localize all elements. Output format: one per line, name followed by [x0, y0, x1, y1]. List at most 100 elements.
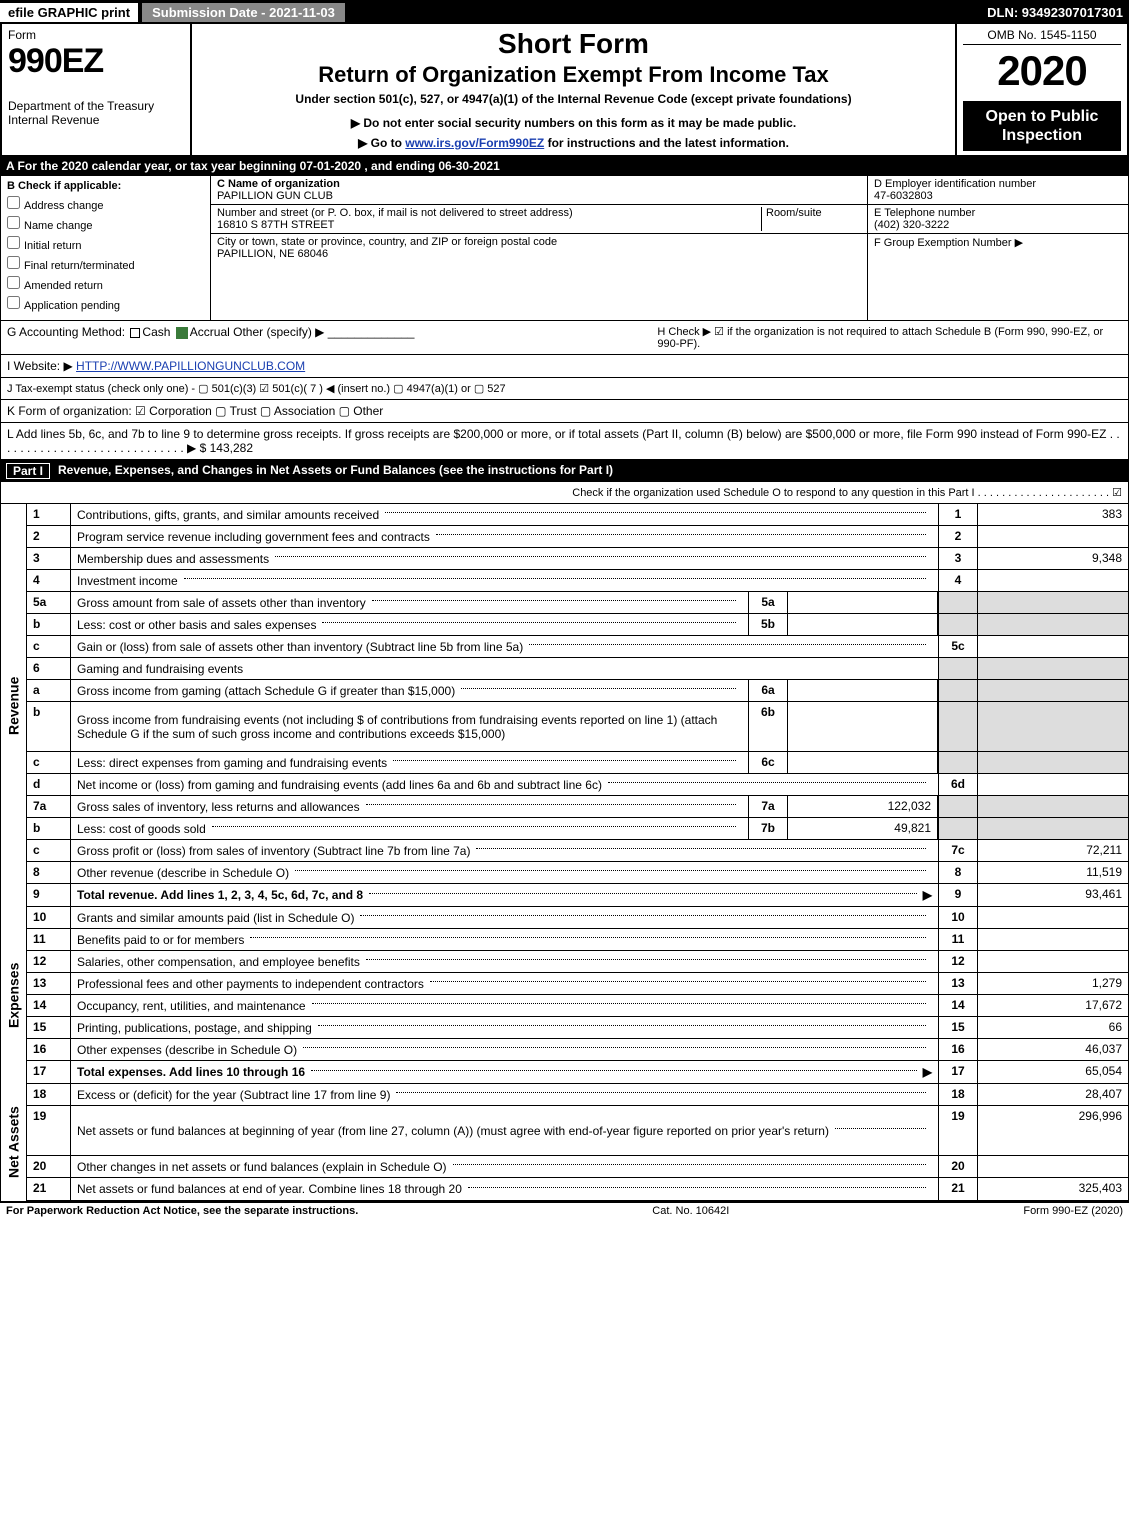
open-inspection: Open to Public Inspection: [963, 101, 1121, 151]
sub-line-value: [788, 702, 938, 751]
line-g-h: G Accounting Method: Cash Accrual Other …: [0, 321, 1129, 355]
efile-label[interactable]: efile GRAPHIC print: [0, 3, 138, 22]
line-desc: Contributions, gifts, grants, and simila…: [71, 504, 938, 525]
right-line-number: 2: [938, 526, 978, 547]
line-desc: Less: cost of goods sold: [71, 818, 748, 839]
cb-initial-return-input[interactable]: [7, 236, 20, 249]
line-row: 12Salaries, other compensation, and empl…: [27, 951, 1128, 973]
right-line-value: 46,037: [978, 1039, 1128, 1060]
line-number: b: [27, 702, 71, 751]
grp-cell: F Group Exemption Number ▶: [868, 234, 1128, 251]
line-row: 16Other expenses (describe in Schedule O…: [27, 1039, 1128, 1061]
top-bar: efile GRAPHIC print Submission Date - 20…: [0, 0, 1129, 24]
city-label: City or town, state or province, country…: [217, 236, 557, 248]
cb-application-pending-input[interactable]: [7, 296, 20, 309]
right-line-value: 11,519: [978, 862, 1128, 883]
right-line-number: 14: [938, 995, 978, 1016]
sub-line-number: 7a: [748, 796, 788, 817]
org-name-label: C Name of organization: [217, 178, 340, 190]
sub-line-value: [788, 680, 938, 701]
right-val-shaded: [978, 658, 1128, 679]
line-number: 15: [27, 1017, 71, 1038]
line-number: 8: [27, 862, 71, 883]
line-number: 17: [27, 1061, 71, 1083]
cb-final-return[interactable]: Final return/terminated: [7, 256, 204, 272]
irs-link[interactable]: www.irs.gov/Form990EZ: [405, 136, 544, 150]
right-val-shaded: [978, 702, 1128, 751]
tax-year: 2020: [963, 47, 1121, 95]
line-number: 4: [27, 570, 71, 591]
sub-line-number: 6b: [748, 702, 788, 751]
right-line-number: 15: [938, 1017, 978, 1038]
line-desc: Less: direct expenses from gaming and fu…: [71, 752, 748, 773]
col-c-org-info: C Name of organization PAPILLION GUN CLU…: [211, 176, 868, 320]
line-row: dNet income or (loss) from gaming and fu…: [27, 774, 1128, 796]
cb-amended-return[interactable]: Amended return: [7, 276, 204, 292]
accrual-checkbox[interactable]: [176, 327, 188, 339]
right-line-value: 383: [978, 504, 1128, 525]
form-header: Form 990EZ Department of the Treasury In…: [0, 24, 1129, 157]
line-row: bLess: cost of goods sold7b49,821: [27, 818, 1128, 840]
right-line-number: 3: [938, 548, 978, 569]
ein-label: D Employer identification number: [874, 178, 1036, 190]
right-num-shaded: [938, 680, 978, 701]
line-row: bLess: cost or other basis and sales exp…: [27, 614, 1128, 636]
right-val-shaded: [978, 592, 1128, 613]
line-desc: Less: cost or other basis and sales expe…: [71, 614, 748, 635]
cb-name-change[interactable]: Name change: [7, 216, 204, 232]
line-number: 14: [27, 995, 71, 1016]
ssn-note: ▶ Do not enter social security numbers o…: [200, 116, 947, 130]
addr-value: 16810 S 87TH STREET: [217, 219, 334, 231]
footer-mid: Cat. No. 10642I: [358, 1205, 1023, 1217]
line-desc: Net income or (loss) from gaming and fun…: [71, 774, 938, 795]
right-num-shaded: [938, 592, 978, 613]
sub-line-value: [788, 752, 938, 773]
cb-application-pending[interactable]: Application pending: [7, 296, 204, 312]
right-line-value: [978, 774, 1128, 795]
line-desc: Program service revenue including govern…: [71, 526, 938, 547]
line-desc: Gross income from fundraising events (no…: [71, 702, 748, 751]
cb-initial-return[interactable]: Initial return: [7, 236, 204, 252]
right-line-value: 65,054: [978, 1061, 1128, 1083]
line-desc: Excess or (deficit) for the year (Subtra…: [71, 1084, 938, 1105]
line-desc: Net assets or fund balances at beginning…: [71, 1106, 938, 1155]
cb-name-change-input[interactable]: [7, 216, 20, 229]
main-title: Return of Organization Exempt From Incom…: [200, 62, 947, 88]
line-number: c: [27, 752, 71, 773]
line-number: 10: [27, 907, 71, 928]
netassets-grid: 18Excess or (deficit) for the year (Subt…: [26, 1084, 1129, 1201]
right-line-number: 9: [938, 884, 978, 906]
page-footer: For Paperwork Reduction Act Notice, see …: [0, 1201, 1129, 1219]
col-b-checkboxes: B Check if applicable: Address change Na…: [1, 176, 211, 320]
cb-final-return-input[interactable]: [7, 256, 20, 269]
right-line-value: [978, 951, 1128, 972]
dept-treasury: Department of the Treasury Internal Reve…: [8, 99, 184, 127]
sub-line-value: 49,821: [788, 818, 938, 839]
line-row: aGross income from gaming (attach Schedu…: [27, 680, 1128, 702]
line-desc: Gaming and fundraising events: [71, 658, 938, 679]
cash-checkbox[interactable]: [130, 328, 140, 338]
sub-line-number: 7b: [748, 818, 788, 839]
row-a-tax-year: A For the 2020 calendar year, or tax yea…: [0, 157, 1129, 175]
cb-address-change[interactable]: Address change: [7, 196, 204, 212]
right-line-value: 325,403: [978, 1178, 1128, 1200]
right-line-number: 6d: [938, 774, 978, 795]
right-line-number: 12: [938, 951, 978, 972]
line-number: 19: [27, 1106, 71, 1155]
right-line-number: 13: [938, 973, 978, 994]
right-line-number: 4: [938, 570, 978, 591]
cb-address-change-input[interactable]: [7, 196, 20, 209]
line-desc: Investment income: [71, 570, 938, 591]
line-row: 9Total revenue. Add lines 1, 2, 3, 4, 5c…: [27, 884, 1128, 906]
revenue-wrap: Revenue 1Contributions, gifts, grants, a…: [0, 504, 1129, 907]
cb-amended-return-input[interactable]: [7, 276, 20, 289]
city-value: PAPILLION, NE 68046: [217, 248, 328, 260]
line-k-org-form: K Form of organization: ☑ Corporation ▢ …: [0, 400, 1129, 423]
right-line-value: [978, 636, 1128, 657]
short-form-title: Short Form: [200, 28, 947, 60]
ein-value: 47-6032803: [874, 190, 933, 202]
website-link[interactable]: HTTP://WWW.PAPILLIONGUNCLUB.COM: [76, 359, 305, 373]
line-number: b: [27, 818, 71, 839]
right-val-shaded: [978, 752, 1128, 773]
right-line-value: 17,672: [978, 995, 1128, 1016]
